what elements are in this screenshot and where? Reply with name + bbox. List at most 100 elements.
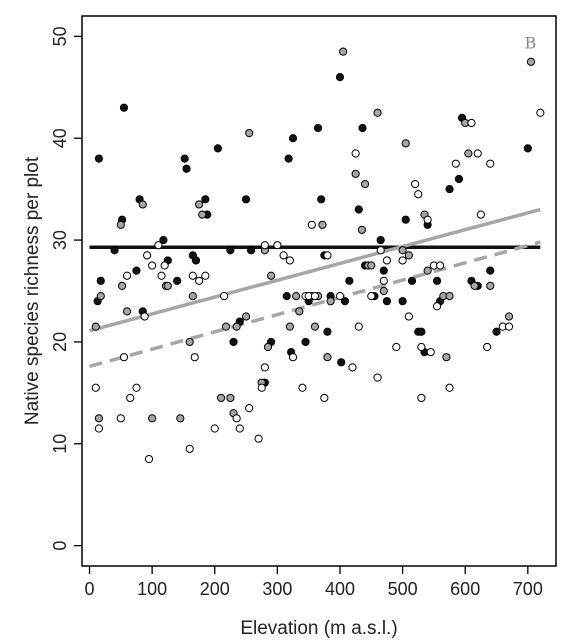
- data-point-white: [148, 261, 157, 270]
- data-point-grey: [232, 322, 241, 331]
- data-point-white: [210, 424, 219, 433]
- data-point-black: [180, 154, 189, 163]
- data-point-white: [154, 241, 163, 250]
- data-point-grey: [138, 200, 147, 209]
- data-point-white: [392, 342, 401, 352]
- x-axis: 0 100 200 300 400 500 600 700: [85, 566, 543, 599]
- data-points: [91, 47, 545, 464]
- x-tick-label: 600: [450, 579, 480, 599]
- data-point-grey: [263, 342, 273, 352]
- data-point-black: [323, 327, 332, 336]
- data-point-grey: [318, 220, 327, 229]
- trend-lines: [89, 207, 541, 369]
- x-tick-label: 700: [513, 579, 543, 599]
- data-point-black: [226, 246, 235, 255]
- data-point-black: [313, 123, 323, 133]
- data-point-black: [132, 266, 141, 275]
- data-point-black: [288, 134, 298, 143]
- data-point-white: [417, 393, 426, 403]
- y-tick-label: 50: [50, 26, 70, 46]
- data-point-white: [194, 276, 204, 285]
- data-point-white: [436, 261, 445, 270]
- data-point-grey: [360, 179, 370, 189]
- data-point-white: [376, 246, 385, 255]
- data-point-black: [191, 256, 201, 265]
- plot-frame: [81, 15, 557, 567]
- data-point-grey: [94, 414, 104, 423]
- y-axis-title: Native species richness per plot: [22, 156, 43, 425]
- data-point-white: [373, 373, 382, 382]
- y-tick-label: 0: [50, 541, 70, 551]
- data-point-grey: [442, 353, 451, 362]
- data-point-black: [110, 246, 119, 255]
- data-point-white: [143, 251, 152, 260]
- data-point-grey: [504, 312, 514, 321]
- data-point-white: [382, 256, 392, 265]
- data-point-grey: [404, 251, 413, 260]
- data-point-grey: [91, 322, 100, 331]
- data-point-white: [351, 149, 360, 158]
- x-tick-label: 300: [262, 579, 292, 599]
- data-point-black: [432, 276, 442, 285]
- data-point-white: [323, 251, 332, 260]
- data-point-black: [407, 276, 417, 285]
- data-point-black: [182, 164, 191, 173]
- data-point-white: [235, 424, 244, 433]
- data-point-grey: [326, 297, 335, 306]
- data-point-black: [417, 327, 426, 336]
- data-point-black: [301, 337, 310, 347]
- data-point-white: [467, 118, 476, 128]
- data-point-white: [254, 434, 263, 443]
- data-point-white: [398, 256, 407, 265]
- data-point-white: [201, 271, 210, 280]
- data-point-grey: [445, 291, 454, 301]
- data-point-grey: [379, 286, 388, 296]
- data-point-grey: [470, 281, 479, 291]
- data-point-white: [126, 393, 135, 403]
- panel-label: B: [524, 34, 536, 53]
- data-point-black: [94, 154, 104, 163]
- data-point-white: [232, 414, 241, 423]
- data-point-white: [417, 342, 426, 352]
- data-point-white: [414, 190, 423, 199]
- data-point-white: [160, 261, 169, 270]
- data-point-grey: [486, 281, 495, 291]
- x-axis-title: Elevation (m a.s.l.): [240, 618, 397, 639]
- data-point-grey: [185, 337, 194, 347]
- data-point-white: [116, 414, 125, 423]
- data-point-black: [379, 266, 388, 275]
- data-point-white: [288, 353, 298, 362]
- data-point-grey: [526, 57, 536, 66]
- data-point-white: [257, 383, 266, 392]
- data-point-white: [185, 444, 194, 453]
- data-point-grey: [163, 281, 172, 291]
- data-point-black: [96, 276, 105, 285]
- data-point-grey: [266, 271, 276, 280]
- data-point-grey: [373, 108, 382, 117]
- data-point-white: [426, 348, 435, 357]
- data-point-grey: [423, 266, 432, 275]
- data-point-grey: [367, 261, 376, 270]
- data-point-grey: [117, 281, 127, 291]
- data-point-black: [335, 73, 345, 82]
- data-point-black: [354, 205, 363, 214]
- data-point-grey: [226, 393, 235, 403]
- data-point-white: [260, 363, 269, 372]
- data-point-black: [523, 144, 532, 153]
- data-point-grey: [245, 129, 254, 138]
- data-point-white: [320, 393, 329, 403]
- data-point-grey: [295, 307, 304, 316]
- data-point-black: [398, 297, 407, 306]
- data-point-white: [279, 251, 288, 260]
- data-point-white: [536, 108, 545, 117]
- data-point-white: [404, 312, 413, 321]
- data-point-white: [245, 404, 254, 413]
- y-tick-label: 40: [50, 128, 70, 148]
- x-tick-label: 400: [325, 579, 355, 599]
- data-point-black: [119, 103, 129, 112]
- data-point-black: [454, 174, 464, 184]
- data-point-black: [445, 185, 454, 194]
- data-point-black: [340, 297, 350, 306]
- data-point-grey: [198, 210, 207, 219]
- data-point-white: [220, 291, 229, 301]
